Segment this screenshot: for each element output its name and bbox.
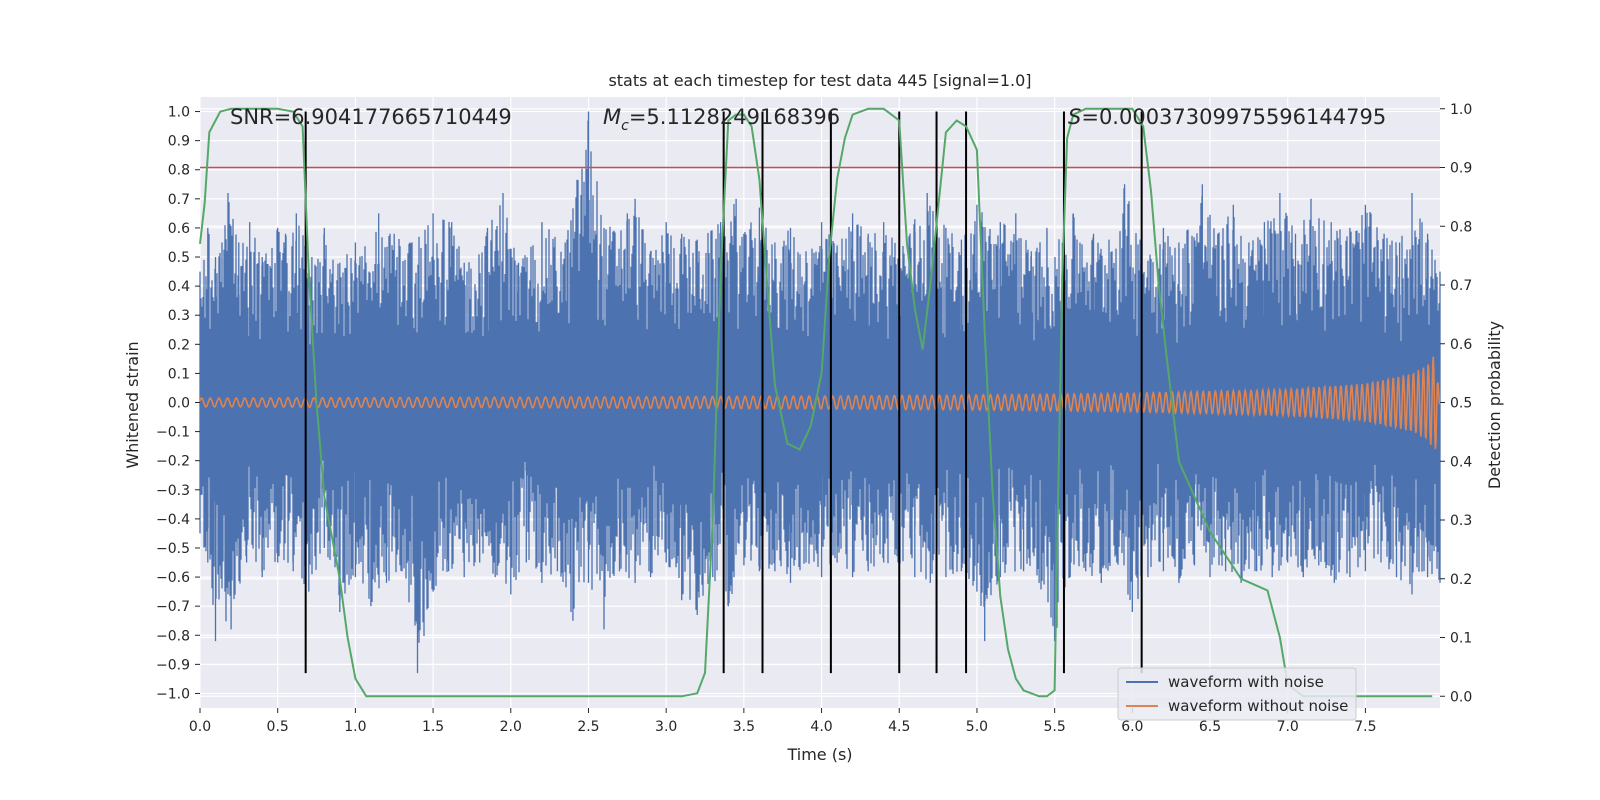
y-left-tick-label: −0.3: [156, 483, 190, 499]
chirp-mass-value: =5.1128249168396: [629, 105, 840, 129]
x-tick-label: 1.0: [344, 719, 366, 735]
y-right-tick-label: 0.9: [1450, 161, 1472, 177]
y-left-axis-label: Whitened strain: [123, 341, 142, 468]
y-right-tick-label: 0.0: [1450, 689, 1472, 705]
y-right-tick-label: 0.2: [1450, 572, 1472, 588]
y-right-tick-label: 0.6: [1450, 337, 1472, 353]
legend-label-noise: waveform with noise: [1168, 673, 1324, 691]
y-right-tick-label: 0.8: [1450, 219, 1472, 235]
y-left-tick-label: −0.7: [156, 599, 190, 615]
chirp-mass-symbol: M: [603, 105, 621, 129]
y-left-axis-ticks: −1.0 −0.9 −0.8 −0.7 −0.6 −0.5 −0.4 −0.3 −0.2 −0.1…: [156, 105, 200, 702]
y-left-tick-label: 1.0: [168, 105, 190, 121]
y-right-tick-label: 0.1: [1450, 631, 1472, 647]
x-axis-ticks: 0.0 0.5 1.0 1.5 2.0 2.5 3.0 3.5 4.0 4.5 5.0 5.5 6.0 6…: [189, 708, 1377, 735]
y-left-tick-label: 0.0: [168, 396, 190, 412]
x-tick-label: 4.0: [810, 719, 832, 735]
y-right-axis-label: Detection probability: [1485, 321, 1504, 489]
y-right-axis-ticks: 0.0 0.1 0.2 0.3 0.4 0.5 0.6 0.7 0.8 0.9 1.0: [1440, 102, 1472, 705]
x-tick-label: 3.0: [655, 719, 677, 735]
y-left-tick-label: −0.1: [156, 425, 190, 441]
y-left-tick-label: −0.5: [156, 541, 190, 557]
y-right-tick-label: 0.3: [1450, 513, 1472, 529]
y-left-tick-label: 0.1: [168, 366, 190, 382]
legend: waveform with noise waveform without noi…: [1117, 667, 1357, 721]
clean-waveform-line: [199, 356, 1441, 450]
chirp-mass-annotation: Mc=5.1128249168396: [603, 105, 840, 134]
s-value: =0.00037309975596144795: [1081, 105, 1386, 129]
x-tick-label: 4.5: [888, 719, 910, 735]
chirp-mass-subscript: c: [621, 118, 629, 134]
x-tick-label: 5.0: [966, 719, 988, 735]
x-tick-label: 7.0: [1277, 719, 1299, 735]
series-detection-probability: [199, 107, 1433, 698]
legend-box: [1117, 667, 1357, 721]
y-left-tick-label: −0.9: [156, 657, 190, 673]
y-left-tick-label: 0.6: [168, 221, 190, 237]
x-tick-label: 5.5: [1044, 719, 1066, 735]
y-right-tick-label: 1.0: [1450, 102, 1472, 118]
legend-label-clean: waveform without noise: [1168, 697, 1348, 715]
series-waveform-without-noise: [199, 356, 1441, 450]
x-tick-label: 0.0: [189, 719, 211, 735]
y-left-tick-label: 0.9: [168, 134, 190, 150]
chart-title: stats at each timestep for test data 445…: [608, 71, 1031, 90]
y-right-tick-label: 0.7: [1450, 278, 1472, 294]
y-left-tick-label: −0.2: [156, 454, 190, 470]
x-tick-label: 7.5: [1354, 719, 1376, 735]
x-tick-label: 2.0: [500, 719, 522, 735]
detection-probability-line: [199, 107, 1433, 698]
x-axis-label: Time (s): [786, 745, 852, 764]
y-left-tick-label: −0.6: [156, 570, 190, 586]
y-left-tick-label: −0.8: [156, 628, 190, 644]
y-left-tick-label: −0.4: [156, 512, 190, 528]
x-tick-label: 0.5: [267, 719, 289, 735]
y-left-tick-label: 0.8: [168, 163, 190, 179]
s-annotation: S=0.00037309975596144795: [1068, 105, 1386, 129]
y-right-tick-label: 0.5: [1450, 396, 1472, 412]
y-left-tick-label: 0.2: [168, 337, 190, 353]
x-tick-label: 3.5: [733, 719, 755, 735]
y-left-tick-label: 0.4: [168, 279, 190, 295]
snr-annotation: SNR=6.904177665710449: [230, 105, 512, 129]
x-tick-label: 2.5: [577, 719, 599, 735]
y-left-tick-label: −1.0: [156, 686, 190, 702]
y-right-tick-label: 0.4: [1450, 454, 1472, 470]
x-tick-label: 6.5: [1199, 719, 1221, 735]
x-tick-label: 6.0: [1121, 719, 1143, 735]
y-left-tick-label: 0.5: [168, 250, 190, 266]
x-tick-label: 1.5: [422, 719, 444, 735]
s-symbol: S: [1068, 105, 1081, 129]
y-left-tick-label: 0.7: [168, 192, 190, 208]
y-left-tick-label: 0.3: [168, 308, 190, 324]
